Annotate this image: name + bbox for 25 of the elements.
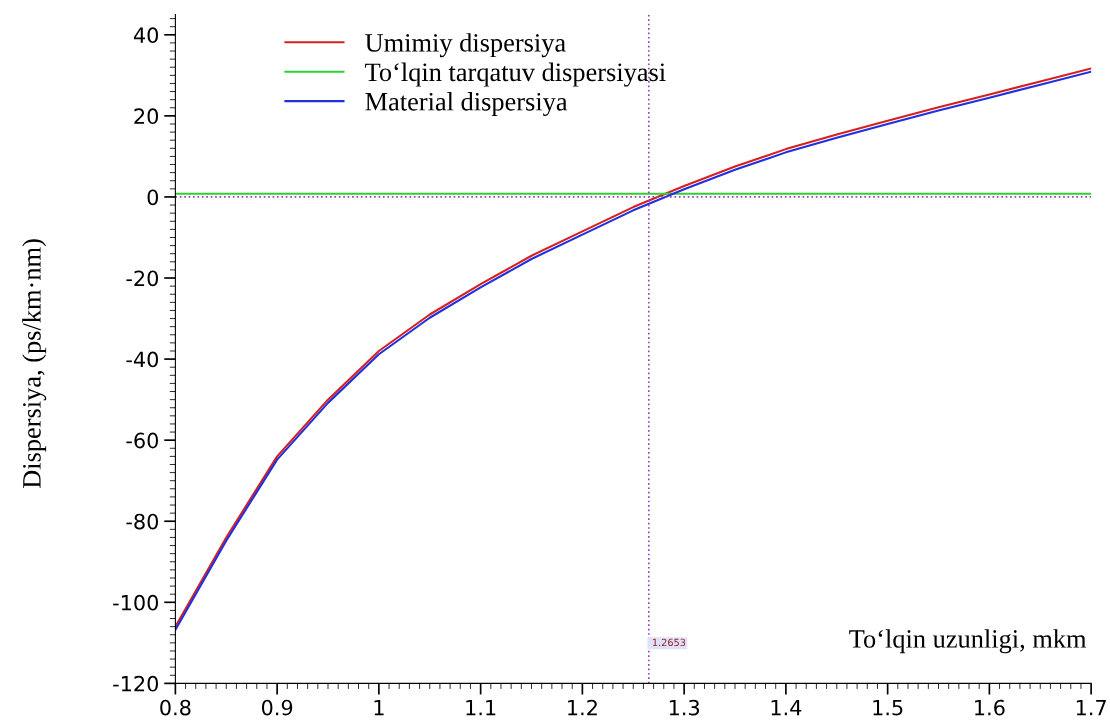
y-tick-label: -120 [113,675,159,692]
x-tick-label: 1.1 [466,699,496,716]
x-tick-label: 1.2 [568,699,597,716]
x-tick-label: 1.5 [873,699,903,716]
x-tick-label: 1.4 [771,699,802,716]
y-tick-label: 0 [147,189,159,206]
ref-line-label: 1.2653 [652,638,686,647]
y-axis-title: Dispersiya, (ps/km·nm) [22,239,47,489]
y-tick-label: 20 [134,108,159,125]
legend-label: Umimiy dispersiya [365,33,566,58]
x-tick-label: 0.9 [261,699,293,716]
x-axis-title: To‘lqin uzunligi, mkm [849,629,1087,654]
x-tick-label: 1 [374,699,384,716]
y-tick-label: -100 [113,594,159,611]
y-tick-label: -40 [126,351,159,368]
y-tick-label: -80 [126,513,159,530]
y-tick-label: -60 [126,432,159,449]
y-tick-label: -20 [126,270,159,287]
x-tick-label: 1.6 [975,699,1005,716]
x-tick-label: 1.7 [1076,699,1106,716]
y-tick-label: 40 [133,27,159,44]
legend-label: Material dispersiya [365,92,568,117]
x-tick-label: 1.3 [669,699,700,716]
x-tick-label: 0.8 [160,699,191,716]
legend-label: To‘lqin tarqatuv dispersiyasi [365,62,666,87]
